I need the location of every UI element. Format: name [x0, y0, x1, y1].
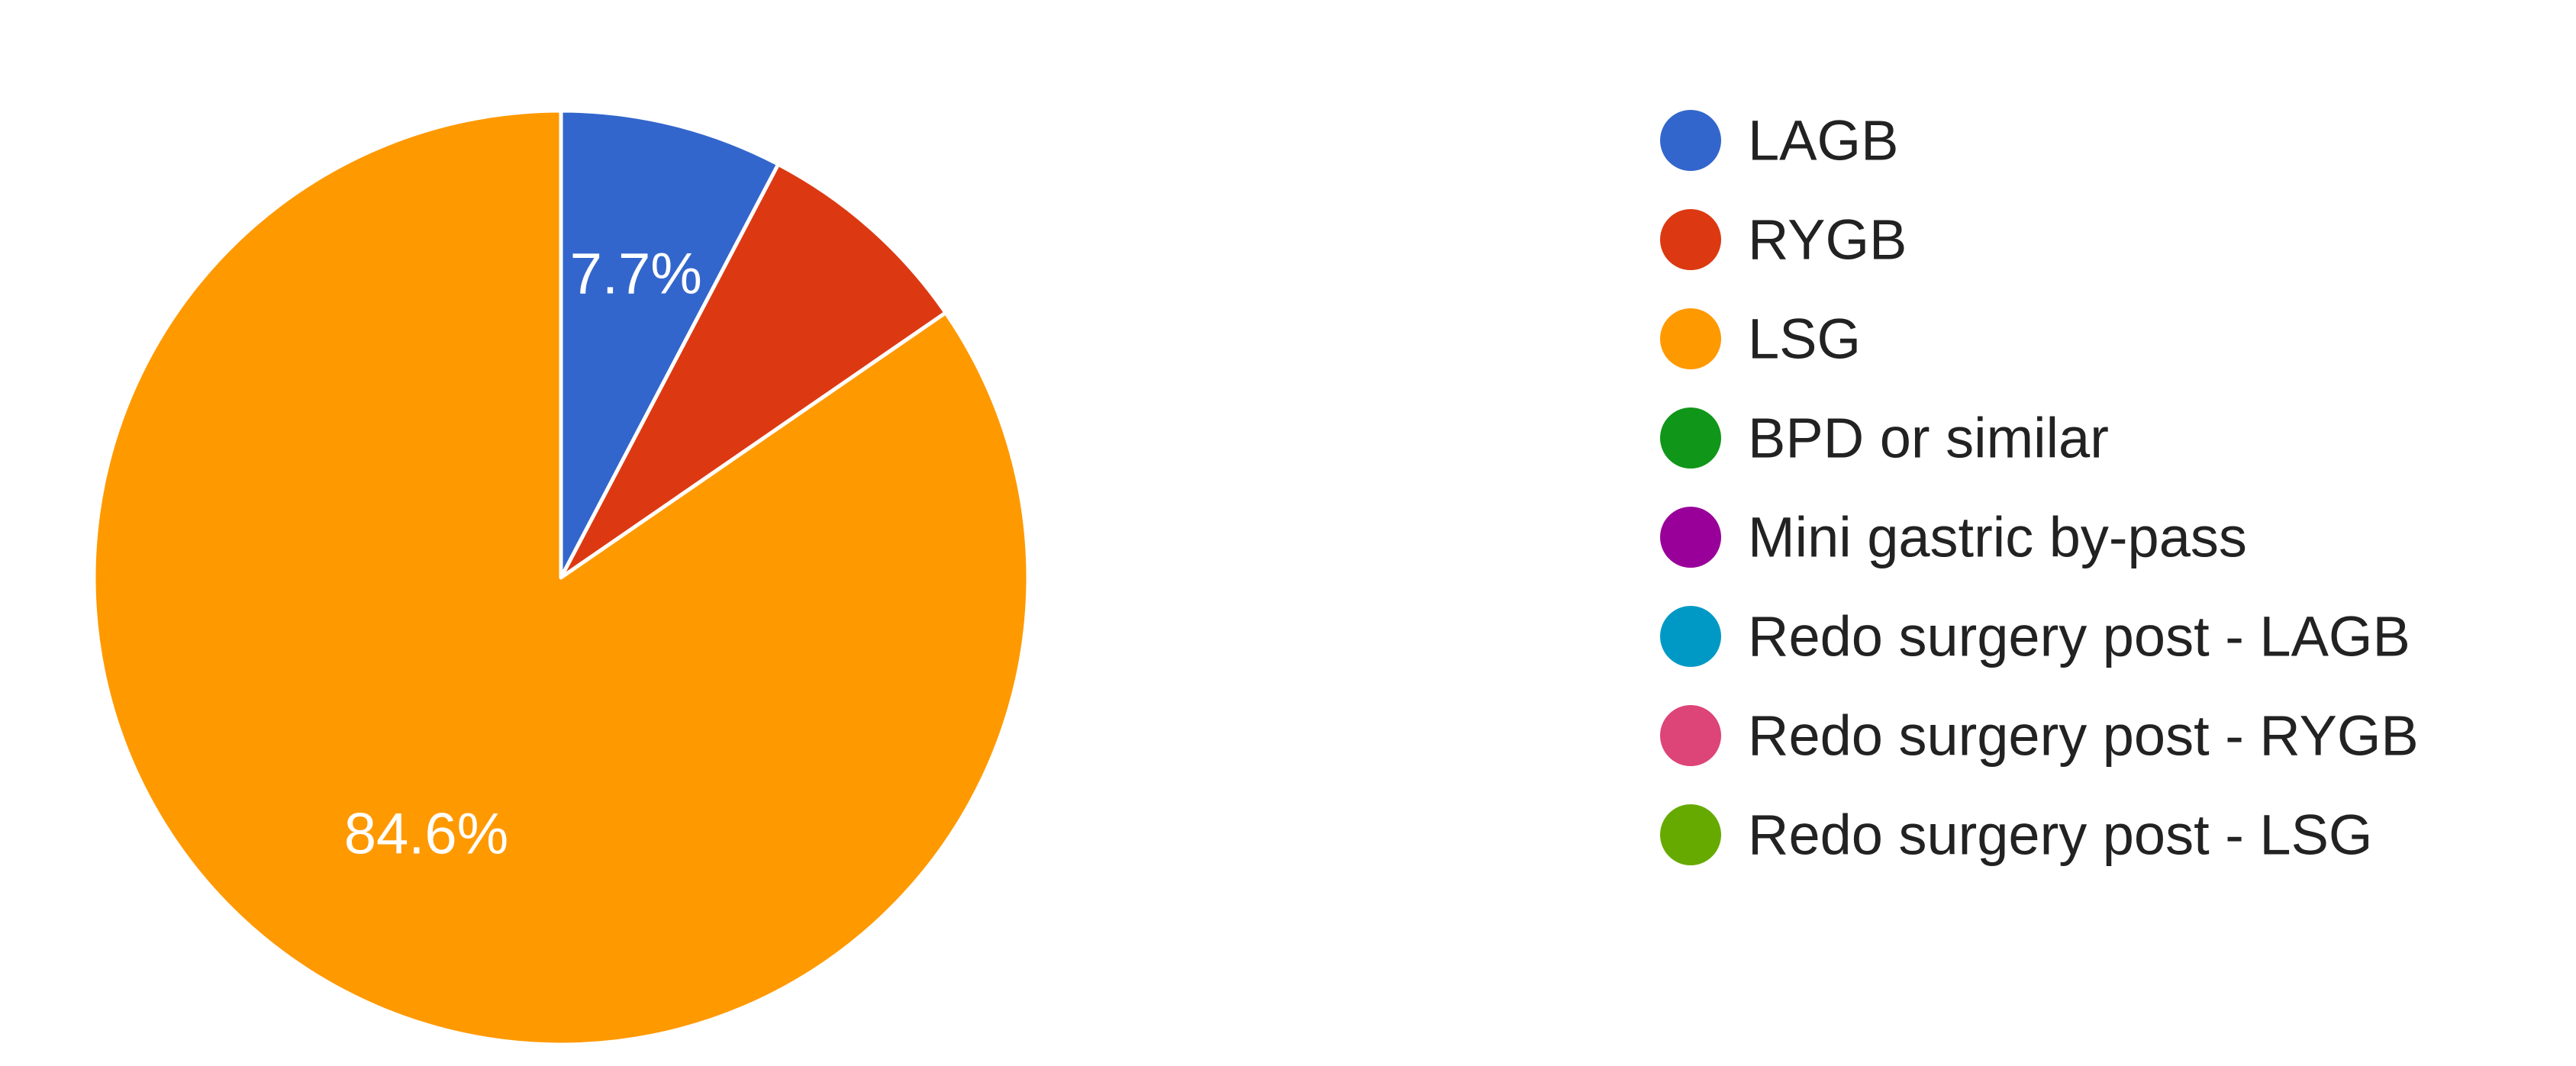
data-label-lagb: 7.7%: [570, 241, 702, 306]
legend-swatch: [1660, 209, 1721, 270]
legend-label: LAGB: [1748, 109, 1898, 172]
legend-swatch: [1660, 804, 1721, 865]
legend-item-rygb: RYGB: [1660, 208, 1907, 272]
legend-label: LSG: [1748, 308, 1861, 371]
legend-label: Redo surgery post - LAGB: [1748, 605, 2410, 668]
legend-swatch: [1660, 110, 1721, 171]
pie-slices: [92, 108, 1030, 1047]
legend-item-lagb: LAGB: [1660, 109, 1898, 172]
pie-slice-lagb: [559, 108, 781, 580]
legend-swatch: [1660, 407, 1721, 469]
legend-item-redo-surgery-post-lsg: Redo surgery post - LSG: [1660, 804, 2372, 867]
legend: LAGB RYGB LSG BPD or similar Mini gastric by…: [1660, 109, 2419, 867]
legend-label: BPD or similar: [1748, 407, 2109, 470]
pie-slice-rygb: [559, 162, 948, 580]
legend-swatch: [1660, 606, 1721, 667]
legend-item-mini-gastric-by-pass: Mini gastric by-pass: [1660, 506, 2247, 569]
legend-item-redo-surgery-post-lagb: Redo surgery post - LAGB: [1660, 605, 2410, 668]
legend-swatch: [1660, 308, 1721, 369]
legend-item-redo-surgery-post-rygb: Redo surgery post - RYGB: [1660, 704, 2419, 768]
legend-label: Redo surgery post - LSG: [1748, 804, 2372, 867]
slice-labels: 7.7% 84.6%: [344, 241, 702, 866]
legend-label: Mini gastric by-pass: [1748, 506, 2247, 569]
legend-label: RYGB: [1748, 208, 1907, 272]
legend-swatch: [1660, 705, 1721, 766]
data-label-lsg: 84.6%: [344, 801, 509, 866]
pie-slice-lsg: [92, 108, 1030, 1047]
legend-label: Redo surgery post - RYGB: [1748, 704, 2419, 768]
legend-swatch: [1660, 507, 1721, 568]
legend-item-lsg: LSG: [1660, 308, 1861, 371]
legend-item-bpd-or-similar: BPD or similar: [1660, 407, 2109, 470]
